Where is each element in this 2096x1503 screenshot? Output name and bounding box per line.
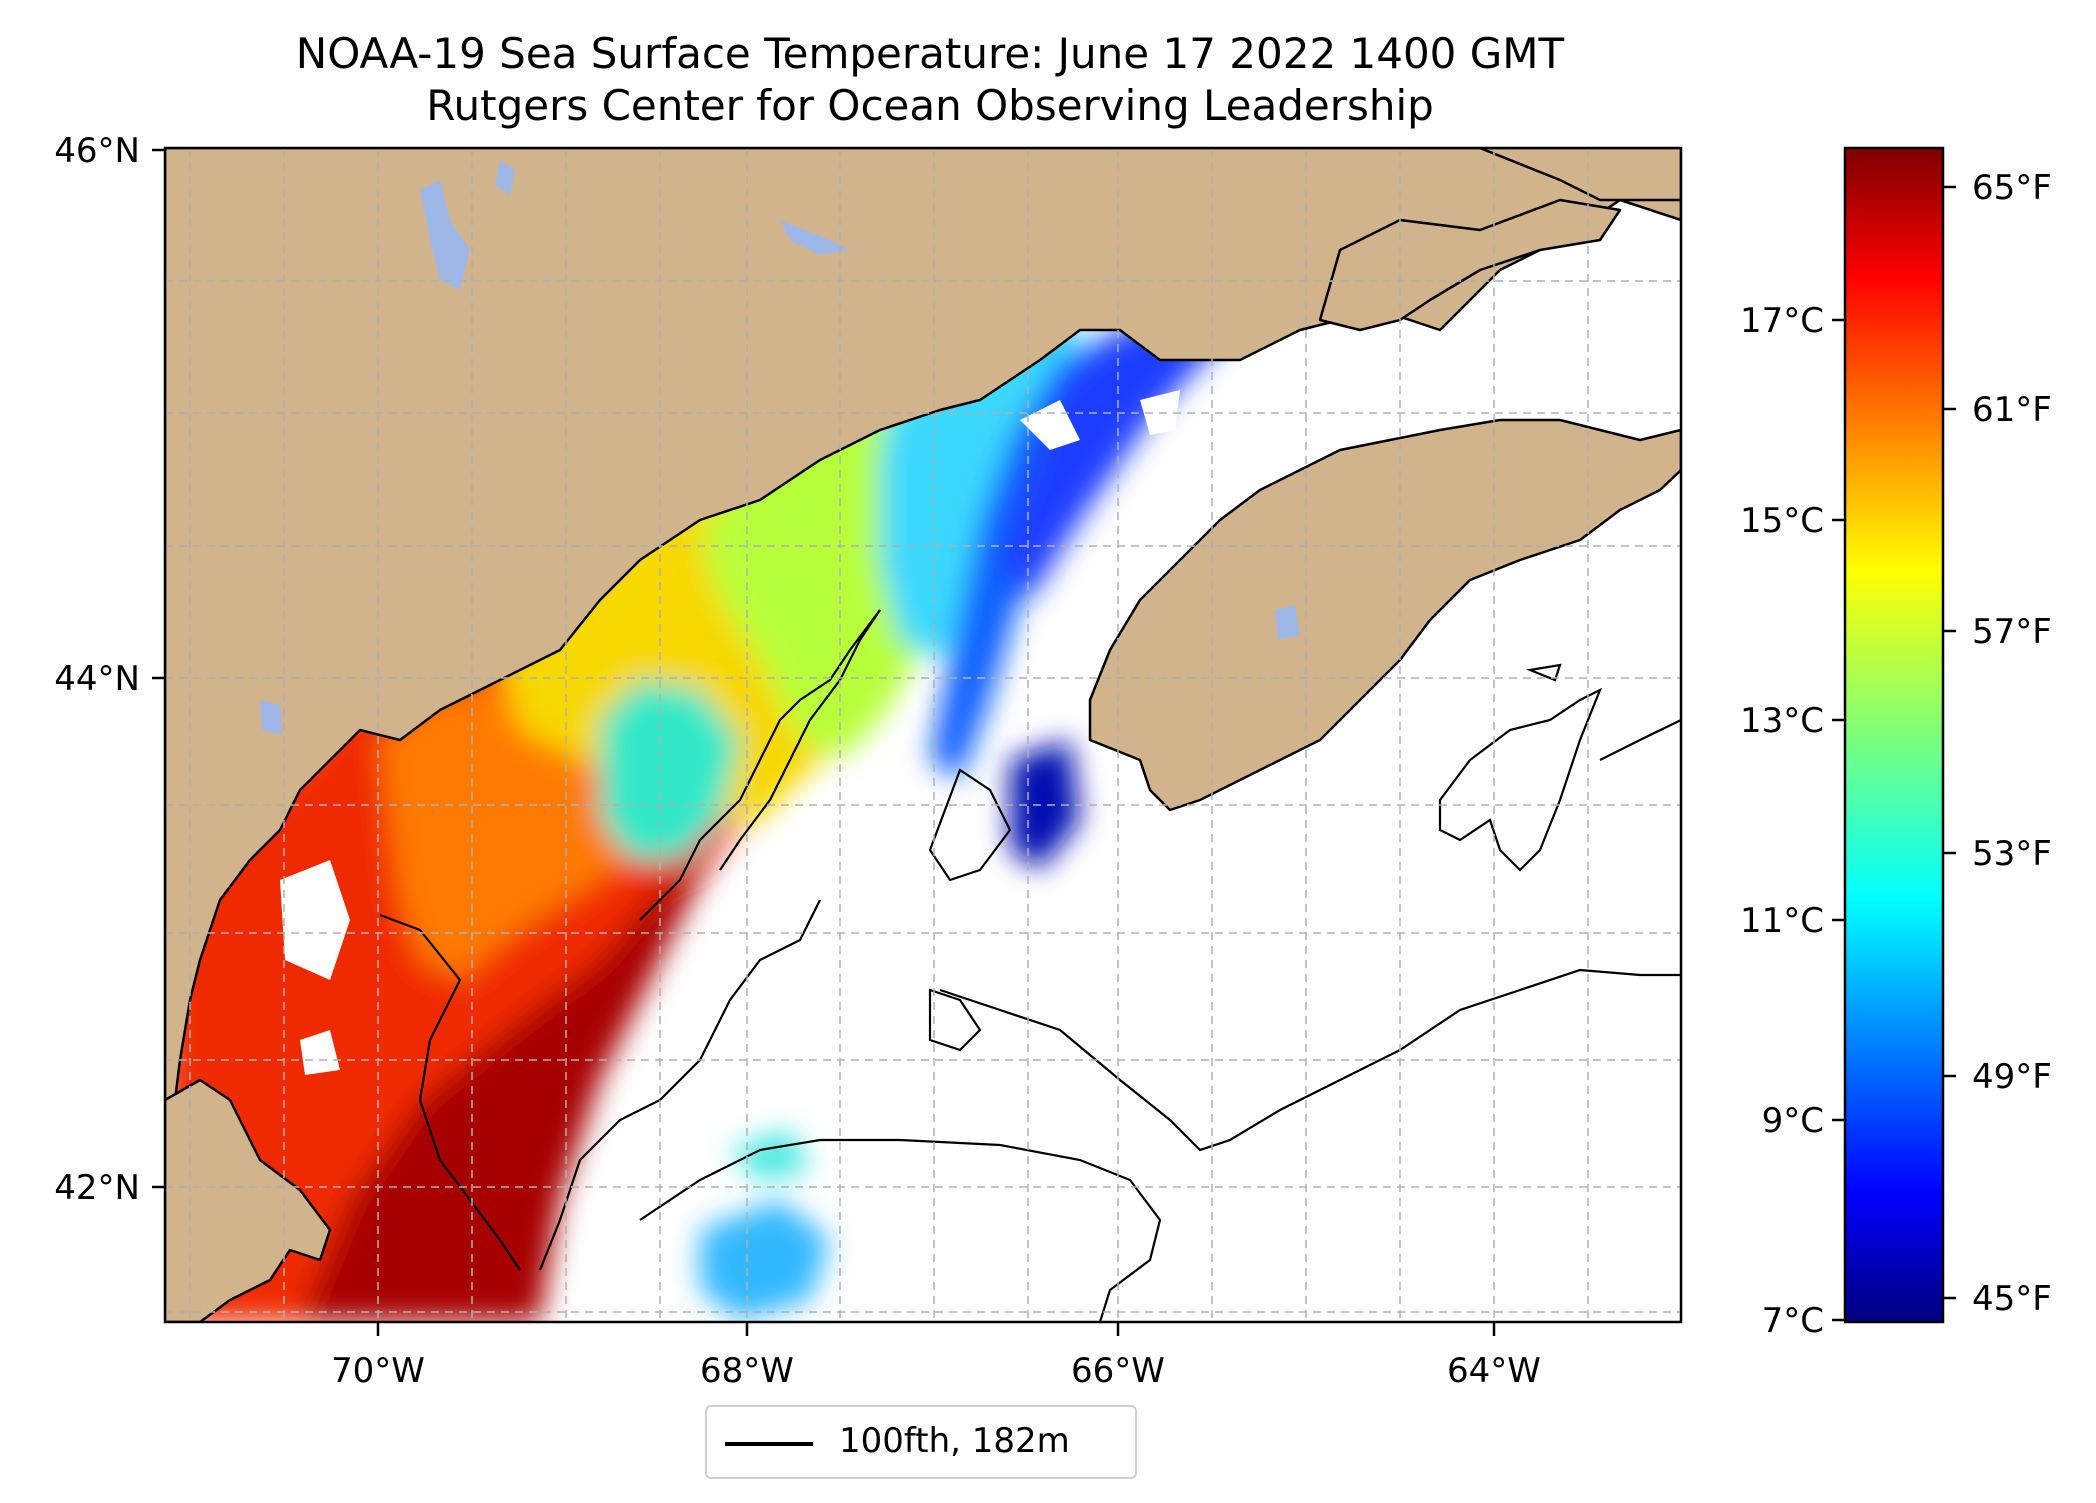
isobath-georges-north [928, 768, 1012, 882]
nova-scotia [1088, 418, 1681, 812]
isobath-scotian-slope [939, 968, 1681, 1152]
isobath-scotian-shelf-2 [1599, 719, 1681, 761]
lat-label-42: 42°N [54, 1168, 140, 1208]
lon-axis [376, 1322, 1496, 1336]
legend-label: 100fth, 182m [839, 1421, 1070, 1461]
isobath-georges-bank [639, 1138, 1162, 1322]
f-label-57: 57°F [1972, 612, 2052, 652]
sst-hot-core [300, 840, 720, 1322]
sst-south-patch-2 [730, 1130, 810, 1180]
lon-label-68: 68°W [700, 1351, 794, 1391]
f-label-45: 45°F [1972, 1279, 2052, 1319]
chart-subtitle: Rutgers Center for Ocean Observing Leade… [426, 81, 1434, 130]
isobath-scotian-shelf-3 [1525, 663, 1562, 682]
lake-2 [495, 160, 515, 195]
isobath-gulf-edge [538, 899, 821, 1271]
chart-title: NOAA-19 Sea Surface Temperature: June 17… [295, 29, 1565, 78]
isobath-basin-inner [719, 609, 881, 871]
graticule [165, 148, 1681, 1322]
isobath-contours [379, 609, 1681, 1322]
colorbar-fahrenheit-ticks [1943, 185, 1956, 1300]
new-brunswick-coast [1318, 198, 1622, 332]
map-panel [165, 148, 1681, 1322]
lat-axis [152, 148, 165, 1189]
c-label-11: 11°C [1740, 901, 1824, 941]
c-label-7: 7°C [1762, 1301, 1824, 1341]
lat-label-46: 46°N [54, 131, 140, 171]
lake-3 [260, 700, 282, 735]
sst-field [165, 300, 1240, 1322]
c-label-13: 13°C [1740, 701, 1824, 741]
f-label-65: 65°F [1972, 168, 2052, 208]
lat-label-44: 44°N [54, 659, 140, 699]
c-label-9: 9°C [1762, 1101, 1824, 1141]
sst-cyan-patch [600, 680, 740, 860]
lake-1 [420, 180, 470, 290]
isobath-jordan-basin [639, 609, 881, 921]
lakes [260, 160, 1300, 735]
lon-label-66: 66°W [1071, 1351, 1165, 1391]
c-label-17: 17°C [1740, 301, 1824, 341]
legend: 100fth, 182m [705, 1405, 1137, 1479]
isobath-wilkinson [379, 913, 521, 1271]
gap-1 [280, 860, 350, 980]
sst-blue-upper [1000, 300, 1240, 600]
land [165, 148, 1681, 1322]
lake-5 [780, 220, 850, 255]
sst-south-patch [700, 1200, 830, 1320]
lake-4 [1275, 605, 1300, 640]
c-label-15: 15°C [1740, 501, 1824, 541]
legend-line-swatch [725, 1442, 813, 1446]
gap-2 [300, 1030, 340, 1075]
cape-cod-region [165, 1078, 332, 1322]
isobath-scotian-shelf-1 [1438, 687, 1603, 872]
lon-label-70: 70°W [331, 1351, 425, 1391]
isobath-northeast-channel [928, 988, 982, 1052]
f-label-61: 61°F [1972, 390, 2052, 430]
new-england-coast [165, 148, 1681, 1112]
colorbar [1843, 146, 1945, 1324]
map-frame [163, 146, 1683, 1324]
lon-label-64: 64°W [1447, 1351, 1541, 1391]
colorbar-celsius-ticks [1832, 318, 1845, 1322]
f-label-53: 53°F [1972, 834, 2052, 874]
sst-blue-band [930, 330, 1180, 780]
new-brunswick-north [1478, 148, 1681, 202]
f-label-49: 49°F [1972, 1057, 2052, 1097]
